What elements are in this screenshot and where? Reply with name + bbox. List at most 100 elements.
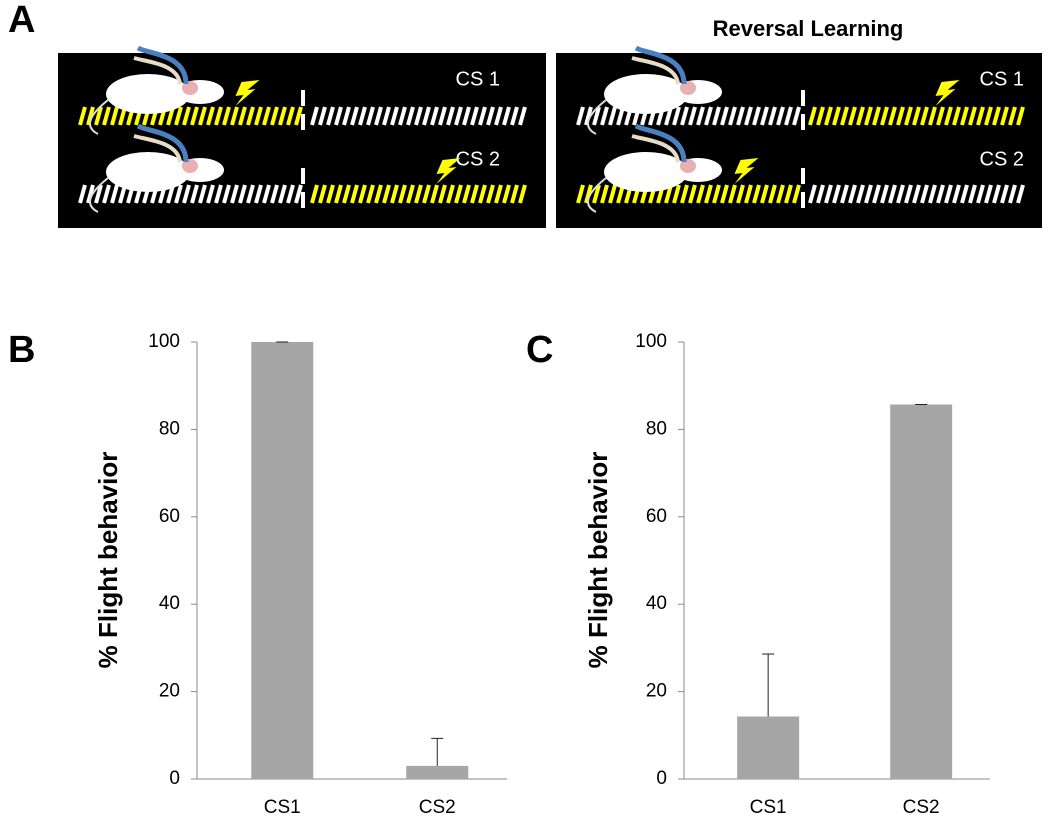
tail xyxy=(89,177,109,213)
cable xyxy=(634,45,687,85)
track-bar xyxy=(848,106,857,126)
track-bar xyxy=(358,184,367,204)
mouse-ear xyxy=(680,81,696,95)
y-tick-label: 0 xyxy=(656,768,667,789)
track-bar xyxy=(494,106,503,126)
cable xyxy=(136,45,189,85)
track-bar xyxy=(326,106,335,126)
track-bar xyxy=(912,106,921,126)
track-bar xyxy=(1000,106,1009,126)
track-bar xyxy=(510,184,519,204)
x-tick-label: CS1 xyxy=(750,797,787,818)
track-bar xyxy=(238,184,247,204)
track-bar xyxy=(696,106,705,126)
track-bar xyxy=(952,184,961,204)
track-bar xyxy=(944,106,953,126)
track-bar xyxy=(912,184,921,204)
track-bar xyxy=(768,106,777,126)
track-bar xyxy=(736,106,745,126)
error-bar xyxy=(762,653,775,717)
track-bar xyxy=(494,184,503,204)
track-bar xyxy=(414,184,423,204)
track-bar xyxy=(422,184,431,204)
track-bar xyxy=(968,106,977,126)
track-bar xyxy=(752,106,761,126)
track-bar xyxy=(214,106,223,126)
track-bar xyxy=(374,184,383,204)
cs-label: CS 1 xyxy=(456,68,500,90)
track-bar xyxy=(102,106,111,126)
track-bar xyxy=(174,184,183,204)
track-bar xyxy=(688,184,697,204)
panel-label: B xyxy=(8,329,35,371)
track-bar xyxy=(936,106,945,126)
track-bar xyxy=(872,106,881,126)
cable xyxy=(631,134,680,163)
track-bar xyxy=(784,106,793,126)
track-bar xyxy=(720,184,729,204)
track-bar xyxy=(398,184,407,204)
tail xyxy=(587,177,607,213)
mouse-head xyxy=(674,158,722,182)
bar xyxy=(737,716,800,779)
track-bar xyxy=(792,106,801,126)
track-bar xyxy=(462,184,471,204)
track-bar xyxy=(94,184,103,204)
track-bar xyxy=(334,184,343,204)
track-bar xyxy=(920,106,929,126)
track-bar xyxy=(502,106,511,126)
track-bar xyxy=(206,184,215,204)
track-bar xyxy=(1016,184,1025,204)
track-bar xyxy=(744,106,753,126)
track-bar xyxy=(808,106,817,126)
cable xyxy=(634,123,687,163)
track-bar xyxy=(888,106,897,126)
track-bar xyxy=(872,184,881,204)
track-bar xyxy=(728,184,737,204)
track-bar xyxy=(246,184,255,204)
cable xyxy=(136,123,189,163)
track-bar xyxy=(454,106,463,126)
track-bar xyxy=(182,184,191,204)
track-bar xyxy=(824,106,833,126)
track-bar xyxy=(318,106,327,126)
cs-label: CS 1 xyxy=(980,68,1024,90)
track-bar xyxy=(446,184,455,204)
panel-label: A xyxy=(8,0,35,41)
track-bar xyxy=(214,184,223,204)
shock-bolt xyxy=(734,158,759,184)
track-bar xyxy=(840,184,849,204)
track-bar xyxy=(382,184,391,204)
cs-label: CS 2 xyxy=(456,148,500,170)
mouse-ear xyxy=(182,159,198,173)
track-bar xyxy=(262,184,271,204)
track-bar xyxy=(382,106,391,126)
track-bar xyxy=(880,106,889,126)
shock-bolt xyxy=(436,158,461,184)
y-tick-label: 60 xyxy=(159,506,180,527)
scenes xyxy=(78,45,1025,216)
mouse-head xyxy=(176,80,224,104)
track-bar xyxy=(600,106,609,126)
track-bar xyxy=(776,106,785,126)
track-bar xyxy=(600,184,609,204)
track-bar xyxy=(294,184,303,204)
track-bar xyxy=(576,106,585,126)
track-bar xyxy=(856,184,865,204)
track-bar xyxy=(110,184,119,204)
track-bar xyxy=(414,106,423,126)
track-bar xyxy=(486,106,495,126)
mouse-ear xyxy=(182,81,198,95)
track-bar xyxy=(832,184,841,204)
track-bar xyxy=(182,106,191,126)
track-bar xyxy=(294,106,303,126)
track-bar xyxy=(390,184,399,204)
track-bar xyxy=(102,184,111,204)
track-bar xyxy=(430,184,439,204)
track-bar xyxy=(230,184,239,204)
shock-bolt xyxy=(935,80,960,106)
track-bar xyxy=(254,106,263,126)
track-bar xyxy=(608,184,617,204)
track-bar xyxy=(1016,106,1025,126)
track-bar xyxy=(238,106,247,126)
